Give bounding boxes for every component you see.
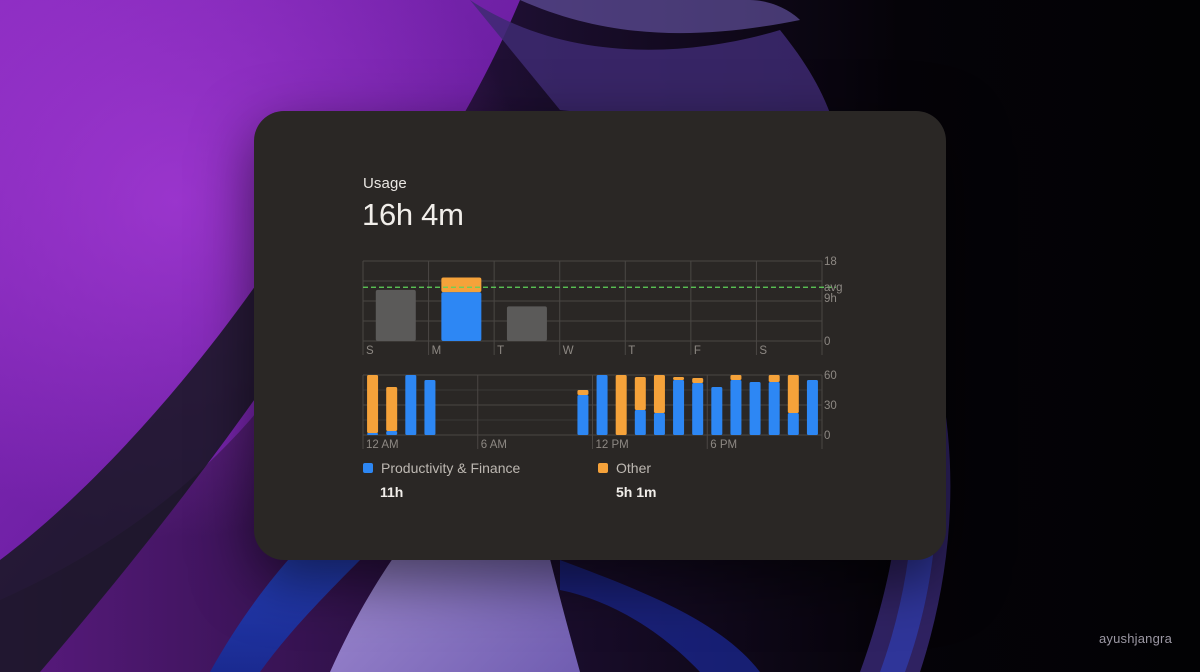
hourly-x-label: 12 PM	[596, 439, 629, 451]
legend-productivity: Productivity & Finance	[363, 460, 520, 476]
average-label: avg	[824, 282, 843, 294]
hourly-bar-productivity	[653, 413, 665, 435]
legend-other: Other	[598, 460, 651, 476]
hourly-bar-other	[634, 377, 646, 410]
hourly-bar-other	[386, 387, 398, 431]
legend-other-value: 5h 1m	[616, 484, 657, 500]
weekly-day-label: S	[366, 345, 374, 357]
hourly-bar-other	[615, 375, 627, 435]
hourly-bar-productivity	[730, 380, 742, 435]
hourly-bar-productivity	[405, 375, 417, 435]
hourly-bar-other	[787, 375, 799, 413]
hourly-y-tick: 30	[824, 400, 837, 412]
legend-productivity-label: Productivity & Finance	[381, 460, 521, 476]
watermark: ayushjangra	[1098, 631, 1172, 646]
hourly-bar-other	[730, 375, 742, 380]
weekly-day-label: S	[759, 345, 767, 357]
legend-other-swatch	[598, 463, 608, 473]
weekly-y-tick: 0	[824, 336, 830, 348]
hourly-bar-other	[673, 377, 685, 380]
hourly-bar-productivity	[673, 380, 685, 435]
hourly-bar-productivity	[386, 431, 398, 435]
hourly-bar-productivity	[596, 375, 608, 435]
weekly-day-label: T	[497, 345, 504, 357]
legend-other-label: Other	[616, 460, 652, 476]
legend-productivity-swatch	[363, 463, 373, 473]
weekly-day-label: M	[432, 345, 442, 357]
hourly-y-tick: 60	[824, 370, 837, 382]
hourly-bar-other	[768, 375, 780, 382]
weekly-bar	[506, 306, 547, 341]
weekly-y-tick: 9h	[824, 293, 837, 305]
weekly-day-label: T	[628, 345, 635, 357]
legend-productivity-value: 11h	[380, 484, 404, 500]
hourly-bar-other	[692, 378, 704, 383]
hourly-bar-other	[367, 375, 379, 433]
hourly-x-label: 12 AM	[366, 439, 399, 451]
weekly-day-label: F	[694, 345, 701, 357]
hourly-bar-other	[653, 375, 665, 413]
hourly-bar-productivity	[711, 387, 723, 435]
hourly-bar-productivity	[634, 410, 646, 435]
hourly-bar-productivity	[787, 413, 799, 435]
weekly-bar	[441, 292, 482, 341]
hourly-bar-productivity	[577, 395, 589, 435]
hourly-bar-productivity	[424, 380, 436, 435]
hourly-bar-productivity	[367, 433, 379, 435]
hourly-bar-productivity	[692, 383, 704, 435]
weekly-day-label: W	[563, 345, 574, 357]
hourly-y-tick: 0	[824, 430, 830, 442]
hourly-x-label: 6 AM	[481, 439, 507, 451]
weekly-bar	[375, 289, 416, 341]
hourly-bar-productivity	[806, 380, 818, 435]
weekly-bar	[441, 277, 482, 293]
hourly-bar-productivity	[749, 382, 761, 435]
weekly-y-tick: 18	[824, 256, 837, 268]
usage-total: 16h 4m	[362, 197, 464, 232]
usage-label: Usage	[363, 175, 407, 192]
hourly-bar-productivity	[768, 382, 780, 435]
hourly-bar-other	[577, 390, 589, 395]
hourly-x-label: 6 PM	[710, 439, 737, 451]
